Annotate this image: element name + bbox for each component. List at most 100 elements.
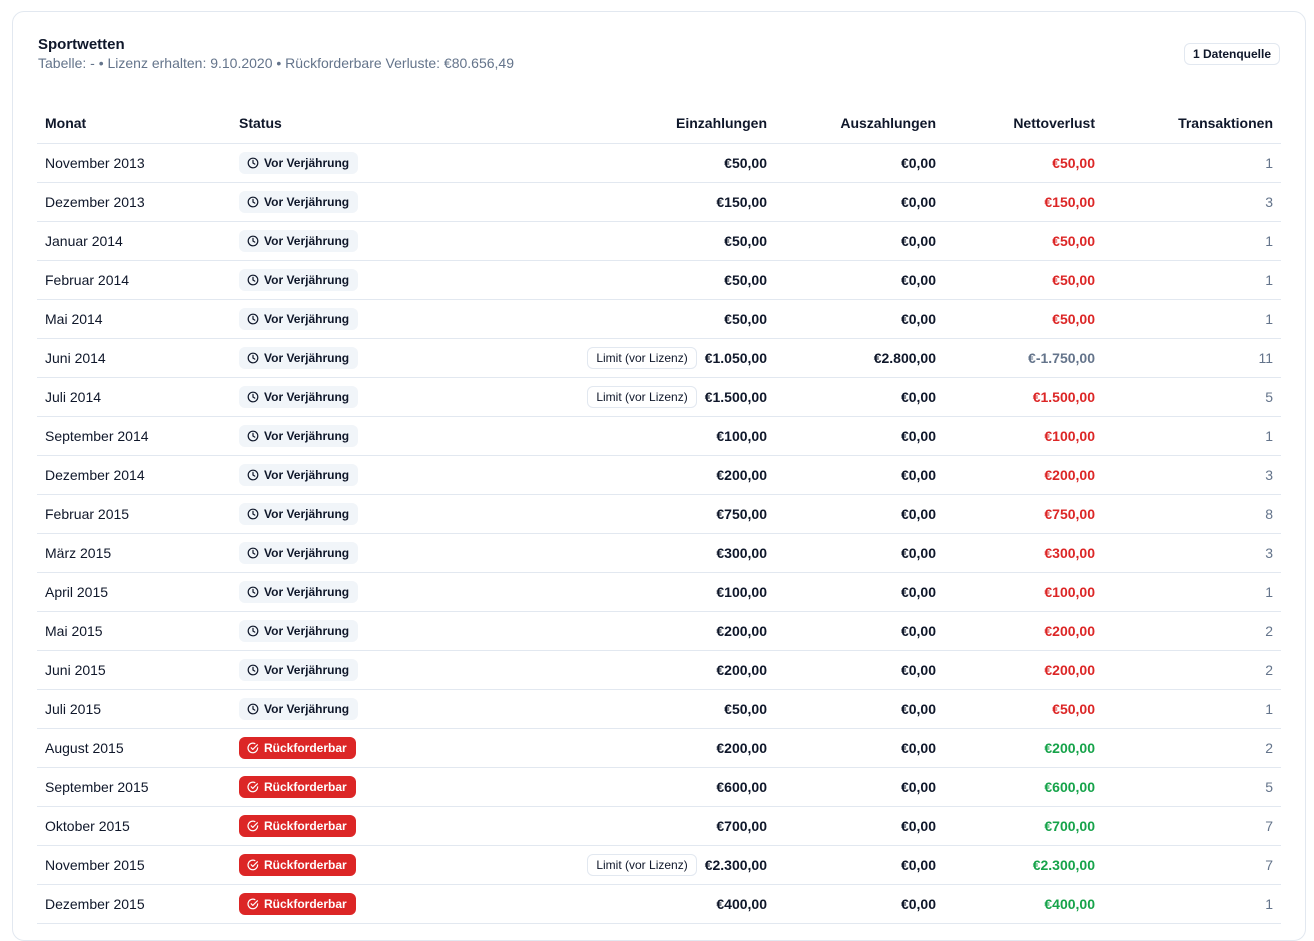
header-deposits[interactable]: Einzahlungen <box>401 103 775 144</box>
net-loss-cell: €600,00 <box>944 767 1103 807</box>
withdrawals-cell: €0,00 <box>775 494 944 534</box>
status-label: Vor Verjährung <box>264 584 350 599</box>
clock-icon <box>247 508 259 520</box>
status-badge: Rückforderbar <box>239 775 356 798</box>
deposits-value: €200,00 <box>716 739 767 756</box>
status-cell: Vor Verjährung <box>231 494 401 534</box>
table-row[interactable]: Mai 2014 Vor Verjährung €50,00 €0,00 €50,00 1 <box>37 299 1281 339</box>
check-circle-icon <box>247 781 259 793</box>
transactions-cell: 1 <box>1103 416 1281 456</box>
status-cell: Vor Verjährung <box>231 299 401 339</box>
table-row[interactable]: Juni 2014 Vor Verjährung Limit (vor Lizenz… <box>37 338 1281 378</box>
withdrawals-cell: €0,00 <box>775 260 944 300</box>
deposits-cell: €700,00 <box>401 806 775 846</box>
clock-icon <box>247 625 259 637</box>
clock-icon <box>247 391 259 403</box>
month-cell: Dezember 2015 <box>37 884 231 924</box>
table-row[interactable]: Mai 2015 Vor Verjährung €200,00 €0,00 €200,0… <box>37 611 1281 651</box>
transactions-cell: 1 <box>1103 299 1281 339</box>
withdrawals-cell: €2.800,00 <box>775 338 944 378</box>
deposits-value: €50,00 <box>724 271 767 288</box>
month-cell: September 2014 <box>37 416 231 456</box>
table-row[interactable]: Februar 2014 Vor Verjährung €50,00 €0,00 €50… <box>37 260 1281 300</box>
table-row[interactable]: Dezember 2014 Vor Verjährung €200,00 €0,00 €… <box>37 455 1281 495</box>
table-row[interactable]: September 2015 Rückforderbar €600,00 €0,00 €… <box>37 767 1281 807</box>
status-badge: Rückforderbar <box>239 736 356 759</box>
transactions-cell: 5 <box>1103 767 1281 807</box>
table-row[interactable]: Juli 2015 Vor Verjährung €50,00 €0,00 €50,00… <box>37 689 1281 729</box>
month-cell: September 2015 <box>37 767 231 807</box>
status-label: Vor Verjährung <box>264 428 350 443</box>
clock-icon <box>247 586 259 598</box>
table-row[interactable]: November 2013 Vor Verjährung €50,00 €0,00 €5… <box>37 143 1281 183</box>
month-cell: Dezember 2014 <box>37 455 231 495</box>
status-cell: Vor Verjährung <box>231 572 401 612</box>
status-badge: Rückforderbar <box>239 853 356 876</box>
net-loss-cell: €200,00 <box>944 611 1103 651</box>
table-row[interactable]: November 2015 Rückforderbar Limit (vor Liz… <box>37 845 1281 885</box>
header-month[interactable]: Monat <box>37 103 231 144</box>
month-cell: Januar 2014 <box>37 221 231 261</box>
deposits-value: €100,00 <box>716 583 767 600</box>
status-cell: Vor Verjährung <box>231 143 401 183</box>
clock-icon <box>247 352 259 364</box>
net-loss-cell: €100,00 <box>944 572 1103 612</box>
table-row[interactable]: September 2014 Vor Verjährung €100,00 €0,00… <box>37 416 1281 456</box>
month-cell: November 2013 <box>37 143 231 183</box>
clock-icon <box>247 664 259 676</box>
table-row[interactable]: Januar 2014 Vor Verjährung €50,00 €0,00 €50,… <box>37 221 1281 261</box>
status-label: Rückforderbar <box>264 857 347 872</box>
deposits-value: €1.500,00 <box>704 388 767 405</box>
deposits-cell: €200,00 <box>401 611 775 651</box>
status-cell: Rückforderbar <box>231 884 401 924</box>
withdrawals-cell: €0,00 <box>775 143 944 183</box>
table-row[interactable]: Juni 2015 Vor Verjährung €200,00 €0,00 €200,… <box>37 650 1281 690</box>
table-row[interactable]: Dezember 2013 Vor Verjährung €150,00 €0,00 €… <box>37 182 1281 222</box>
status-label: Vor Verjährung <box>264 155 350 170</box>
net-loss-cell: €200,00 <box>944 455 1103 495</box>
header-transactions[interactable]: Transaktionen <box>1103 103 1281 144</box>
transactions-cell: 3 <box>1103 455 1281 495</box>
clock-icon <box>247 703 259 715</box>
table-row[interactable]: Februar 2015 Vor Verjährung €750,00 €0,00 €7… <box>37 494 1281 534</box>
header-status[interactable]: Status <box>231 103 401 144</box>
deposits-value: €50,00 <box>724 700 767 717</box>
data-source-badge[interactable]: 1 Datenquelle <box>1183 43 1280 65</box>
net-loss-cell: €1.500,00 <box>944 377 1103 417</box>
check-circle-icon <box>247 859 259 871</box>
status-badge: Vor Verjährung <box>239 190 359 213</box>
deposits-cell: €50,00 <box>401 299 775 339</box>
transactions-cell: 1 <box>1103 221 1281 261</box>
header-withdrawals[interactable]: Auszahlungen <box>775 103 944 144</box>
table-row[interactable]: April 2015 Vor Verjährung €100,00 €0,00 €100… <box>37 572 1281 612</box>
deposits-value: €50,00 <box>724 232 767 249</box>
table-row[interactable]: Dezember 2015 Rückforderbar €400,00 €0,00 €4… <box>37 884 1281 924</box>
withdrawals-cell: €0,00 <box>775 728 944 768</box>
clock-icon <box>247 313 259 325</box>
table-row[interactable]: Juli 2014 Vor Verjährung Limit (vor Lizenz… <box>37 377 1281 417</box>
table-row[interactable]: März 2015 Vor Verjährung €300,00 €0,00 €300,… <box>37 533 1281 573</box>
deposits-cell: €100,00 <box>401 416 775 456</box>
deposits-cell: €50,00 <box>401 143 775 183</box>
transactions-cell: 2 <box>1103 611 1281 651</box>
transactions-cell: 7 <box>1103 806 1281 846</box>
withdrawals-cell: €0,00 <box>775 416 944 456</box>
deposits-value: €50,00 <box>724 154 767 171</box>
table-row[interactable]: Oktober 2015 Rückforderbar €700,00 €0,00 €70… <box>37 806 1281 846</box>
deposits-value: €200,00 <box>716 661 767 678</box>
table-row[interactable]: August 2015 Rückforderbar €200,00 €0,00 €200… <box>37 728 1281 768</box>
transactions-cell: 1 <box>1103 689 1281 729</box>
deposits-value: €600,00 <box>716 778 767 795</box>
net-loss-cell: €150,00 <box>944 182 1103 222</box>
transactions-cell: 5 <box>1103 377 1281 417</box>
deposits-cell: €200,00 <box>401 650 775 690</box>
clock-icon <box>247 430 259 442</box>
header-net-loss[interactable]: Nettoverlust <box>944 103 1103 144</box>
status-label: Rückforderbar <box>264 779 347 794</box>
withdrawals-cell: €0,00 <box>775 806 944 846</box>
status-label: Vor Verjährung <box>264 350 350 365</box>
status-label: Vor Verjährung <box>264 389 350 404</box>
status-badge: Vor Verjährung <box>239 580 359 603</box>
deposits-value: €700,00 <box>716 817 767 834</box>
clock-icon <box>247 547 259 559</box>
